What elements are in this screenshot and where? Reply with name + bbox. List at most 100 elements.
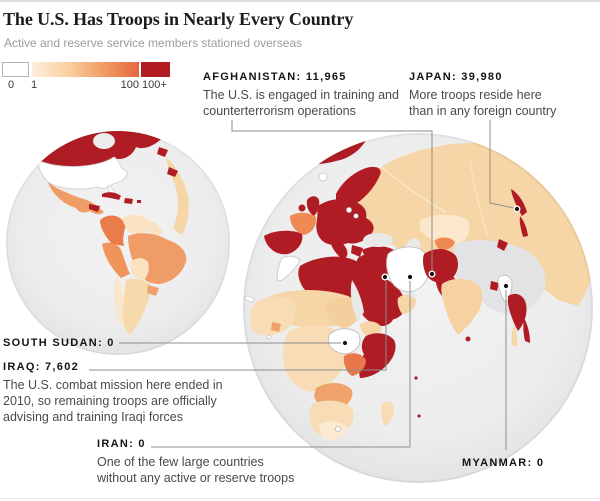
greece-region bbox=[351, 245, 363, 257]
annotation-japan: JAPAN: 39,980 More troops reside here th… bbox=[409, 71, 556, 119]
annotation-iraq: IRAQ: 7,602 The U.S. combat mission here… bbox=[3, 361, 223, 425]
black-sea bbox=[363, 233, 393, 247]
west-africa-region bbox=[250, 296, 296, 336]
annotation-japan-body: More troops reside here than in any fore… bbox=[409, 87, 556, 119]
border-texture-1 bbox=[379, 165, 447, 213]
japan-region-south bbox=[519, 216, 528, 237]
page-subtitle: Active and reserve service members stati… bbox=[4, 36, 303, 50]
annotation-south-sudan: SOUTH SUDAN: 0 bbox=[3, 337, 115, 349]
spain-region bbox=[264, 230, 303, 255]
japan-dot bbox=[513, 205, 521, 213]
philippines-sliver bbox=[523, 318, 530, 343]
legend-tick-0: 0 bbox=[8, 79, 15, 91]
malaysia-region bbox=[511, 326, 518, 347]
annotation-iran: IRAN: 0 One of the few large countries w… bbox=[97, 438, 294, 486]
globe-eastern-hemisphere bbox=[243, 133, 593, 483]
annotation-iran-body-line2: without any active or reserve troops bbox=[97, 471, 295, 485]
iceland-region bbox=[318, 172, 328, 182]
usa-region bbox=[37, 156, 128, 190]
annotation-afghanistan-label: AFGHANISTAN: 11,965 bbox=[203, 71, 347, 83]
cuba-region bbox=[102, 192, 121, 200]
france-region bbox=[290, 212, 317, 235]
puerto-rico bbox=[137, 200, 141, 203]
legend-max-swatch bbox=[141, 62, 170, 77]
italy-region bbox=[330, 238, 348, 259]
border-texture-2 bbox=[469, 159, 489, 237]
annotation-iraq-body-line3: advising and training Iraqi forces bbox=[3, 410, 183, 424]
south-africa-region bbox=[319, 421, 348, 441]
iraq-leader-line bbox=[89, 281, 387, 371]
morocco-region bbox=[276, 255, 301, 282]
iraq-region bbox=[356, 252, 390, 283]
hudson-bay bbox=[93, 133, 115, 149]
eq-guinea-speck bbox=[266, 334, 272, 340]
japan-leader-line bbox=[489, 120, 515, 209]
central-europe-region bbox=[316, 198, 374, 246]
annotation-afghanistan-body-line2: counterterrorism operations bbox=[203, 104, 356, 118]
color-scale-legend: 0 1 100 100+ bbox=[2, 62, 192, 91]
iran-region bbox=[386, 246, 431, 293]
annotation-iraq-body: The U.S. combat mission here ended in 20… bbox=[3, 377, 223, 425]
belarus-speck bbox=[353, 213, 359, 219]
iraq-dot bbox=[381, 273, 389, 281]
madagascar-region bbox=[381, 401, 394, 426]
legend-gradient-bar bbox=[32, 62, 139, 77]
leader-dots bbox=[341, 205, 521, 347]
iran-leader-line bbox=[151, 281, 411, 448]
leader-lines bbox=[89, 120, 515, 450]
legend-zero-swatch bbox=[2, 62, 29, 77]
afghanistan-dot bbox=[428, 270, 436, 278]
ghana-speck bbox=[271, 322, 281, 332]
gambia-sliver bbox=[244, 295, 255, 303]
annotation-afghanistan-body-line1: The U.S. is engaged in training and bbox=[203, 88, 399, 102]
argentina-region bbox=[123, 278, 151, 335]
korea-speck bbox=[497, 239, 508, 251]
legend-tick-100: 100 bbox=[120, 79, 139, 91]
annotation-iran-body-line1: One of the few large countries bbox=[97, 455, 264, 469]
limb-uk-speck bbox=[157, 147, 168, 157]
oman-region bbox=[397, 294, 416, 314]
sri-lanka-speck bbox=[465, 336, 471, 342]
annotation-iraq-body-line1: The U.S. combat mission here ended in bbox=[3, 378, 223, 392]
limb-west-africa bbox=[166, 157, 189, 235]
bangladesh-speck bbox=[490, 281, 499, 291]
indian-ocean-speck-1 bbox=[414, 376, 418, 380]
annotation-myanmar: MYANMAR: 0 bbox=[462, 457, 544, 469]
peru-region bbox=[102, 242, 130, 278]
annotation-iran-label: IRAN: 0 bbox=[97, 438, 146, 450]
bolivia-region bbox=[130, 258, 149, 280]
india-region bbox=[441, 278, 483, 335]
colombia-region bbox=[100, 215, 126, 246]
hispaniola-region bbox=[124, 198, 133, 204]
ireland-region bbox=[298, 204, 306, 212]
annotation-japan-label: JAPAN: 39,980 bbox=[409, 71, 503, 83]
annotation-japan-body-line2: than in any foreign country bbox=[409, 104, 557, 118]
annotation-iraq-body-line2: 2010, so remaining troops are officially bbox=[3, 394, 217, 408]
chile-region bbox=[114, 276, 126, 325]
indian-ocean-speck-2 bbox=[417, 414, 421, 418]
globe-americas bbox=[6, 131, 230, 355]
top-divider bbox=[0, 0, 600, 2]
thailand-region bbox=[508, 293, 527, 331]
honduras-region bbox=[89, 204, 100, 212]
limb-iberia-speck bbox=[167, 167, 178, 177]
kyrgyzstan-region bbox=[435, 237, 455, 250]
uk-region bbox=[306, 196, 320, 216]
annotation-south-sudan-label: SOUTH SUDAN: 0 bbox=[3, 337, 115, 349]
iran-dot bbox=[406, 273, 414, 281]
uruguay-region bbox=[147, 285, 159, 296]
afghanistan-leader-line bbox=[231, 120, 433, 271]
baltic-speck bbox=[346, 207, 352, 213]
scandinavia-region bbox=[336, 166, 381, 207]
myanmar-dot bbox=[502, 282, 510, 290]
japan-region bbox=[511, 189, 527, 216]
annotation-afghanistan-body: The U.S. is engaged in training and coun… bbox=[203, 87, 399, 119]
red-sea bbox=[350, 280, 364, 322]
legend-tick-100plus: 100+ bbox=[142, 79, 167, 91]
south-sudan-dot bbox=[341, 339, 349, 347]
annotation-iraq-label: IRAQ: 7,602 bbox=[3, 361, 80, 373]
annotation-iran-body: One of the few large countries without a… bbox=[97, 454, 294, 486]
eritrea-region bbox=[360, 321, 382, 337]
